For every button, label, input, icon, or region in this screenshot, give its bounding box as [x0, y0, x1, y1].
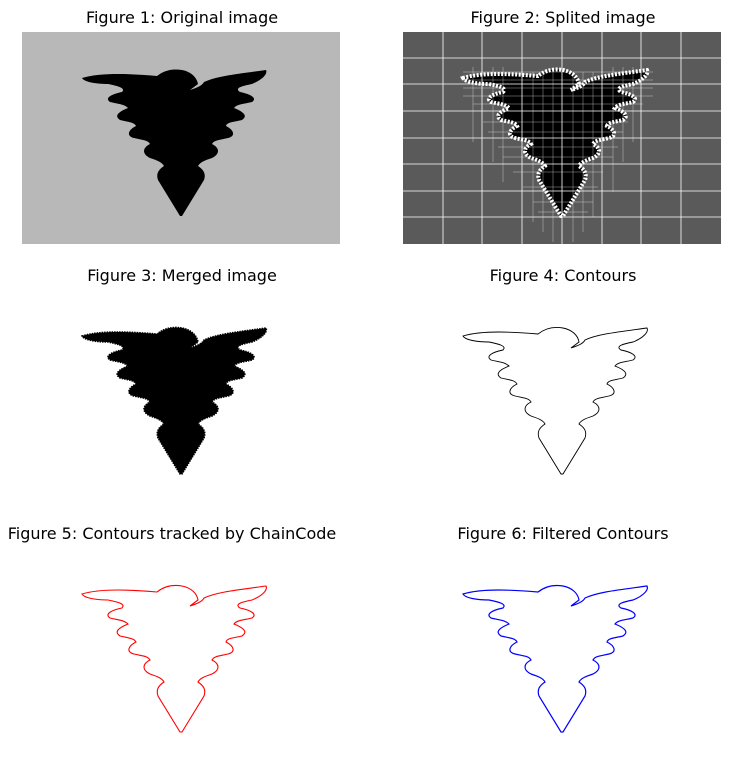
- figure-6-panel: Figure 6: Filtered Contours: [381, 516, 729, 774]
- figure-1-title: Figure 1: Original image: [85, 8, 279, 27]
- contours-image: [462, 327, 648, 475]
- figure-6-title: Figure 6: Filtered Contours: [457, 524, 669, 543]
- figure-4-panel: Figure 4: Contours: [381, 258, 729, 516]
- original-image: [22, 32, 340, 244]
- figure-3-title: Figure 3: Merged image: [87, 266, 277, 285]
- figure-4-title: Figure 4: Contours: [489, 266, 637, 285]
- merged-image: [80, 326, 268, 475]
- eagle-contour-red: [81, 584, 267, 733]
- split-image: [403, 32, 721, 244]
- chaincode-contour-image: [81, 584, 267, 733]
- figure-3-panel: Figure 3: Merged image: [0, 258, 364, 516]
- figure-2-title: Figure 2: Splited image: [470, 8, 656, 27]
- eagle-silhouette: [82, 69, 267, 216]
- figure-1-panel: Figure 1: Original image: [0, 0, 364, 258]
- eagle-outline-boxes: [460, 67, 650, 218]
- eagle-contour-blue: [462, 584, 648, 733]
- eagle-silhouette: [80, 326, 268, 475]
- eagle-contour: [462, 327, 648, 475]
- figure-5-panel: Figure 5: Contours tracked by ChainCode: [0, 516, 364, 774]
- filtered-contour-image: [462, 584, 648, 733]
- figure-5-title: Figure 5: Contours tracked by ChainCode: [7, 524, 337, 543]
- figure-2-panel: Figure 2: Splited image: [381, 0, 729, 258]
